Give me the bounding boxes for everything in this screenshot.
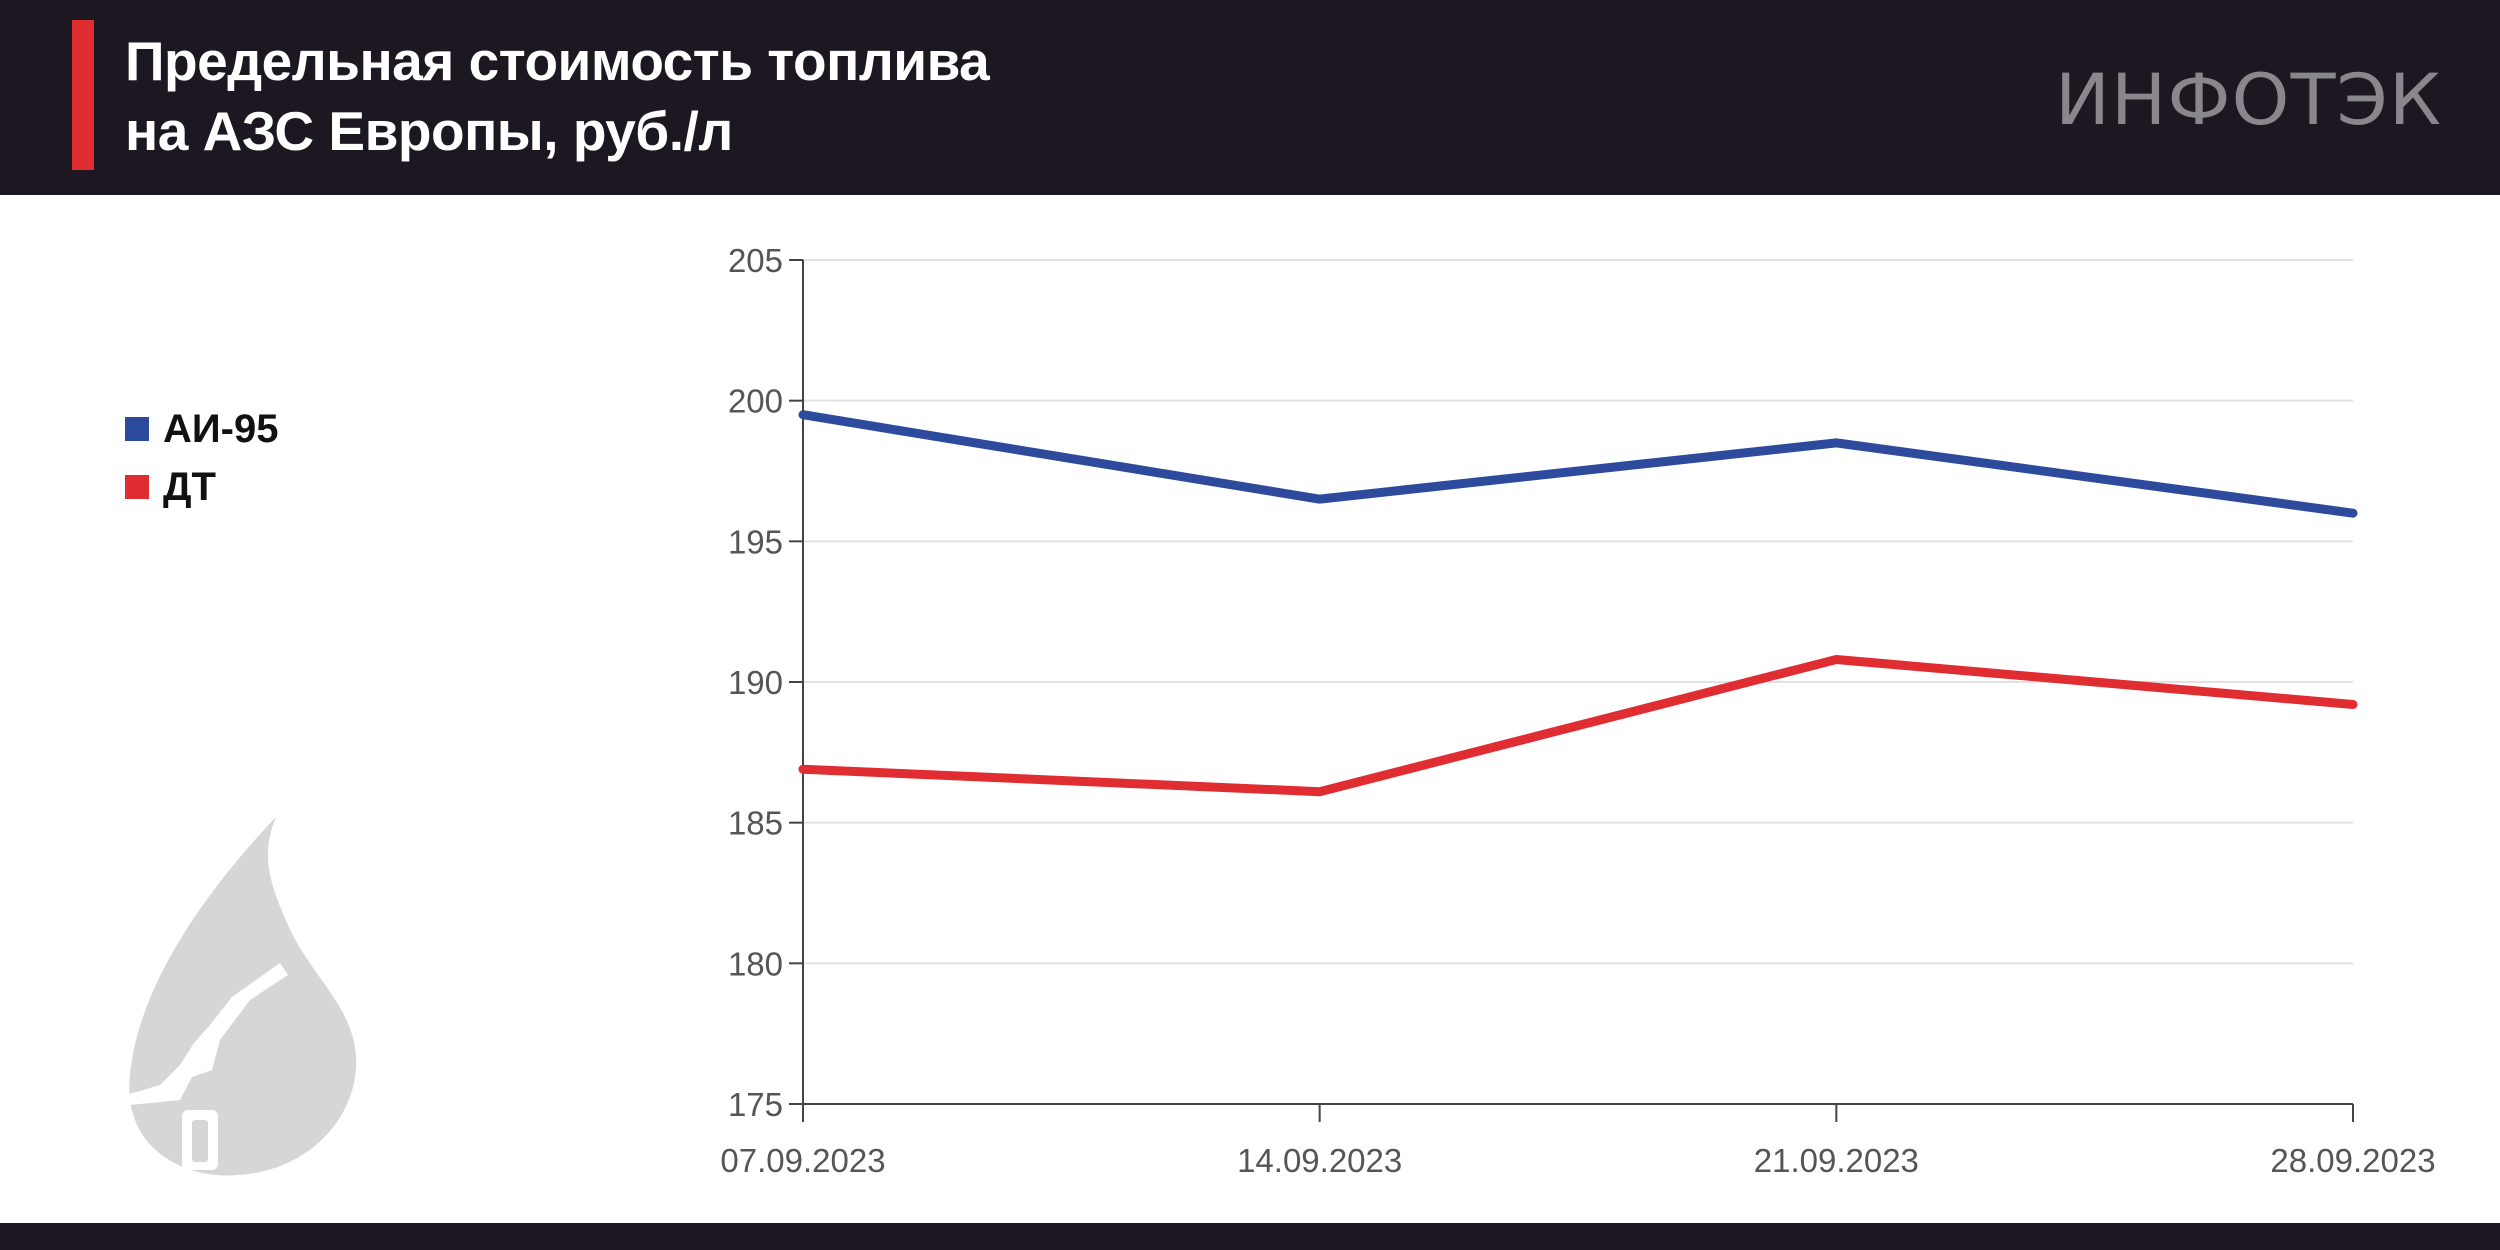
y-tick-label: 205 (728, 242, 783, 279)
title-line-2: на АЗС Европы, руб./л (125, 100, 733, 162)
series-line-ai95 (798, 410, 2358, 518)
x-tick-label: 14.09.2023 (1237, 1142, 1402, 1179)
accent-bar (72, 20, 94, 170)
title-line-1: Предельная стоимость топлива (125, 30, 990, 92)
legend-label-dt: ДТ (163, 464, 216, 509)
brand-logo: ИНФОТЭК (2055, 59, 2443, 141)
chart-legend: АИ-95 ДТ (125, 400, 278, 516)
line-chart: 175 180 185 190 195 200 205 07.09.2023 14.09.202… (720, 242, 2435, 1179)
x-tick-label: 21.09.2023 (1754, 1142, 1919, 1179)
legend-swatch-ai95 (125, 417, 149, 441)
x-tick-label: 07.09.2023 (720, 1142, 885, 1179)
footer-bar (0, 1223, 2500, 1250)
legend-label-ai95: АИ-95 (163, 406, 279, 451)
page-title: Предельная стоимость топлива на АЗС Евро… (125, 26, 990, 166)
fuel-drop-nozzle-icon (120, 815, 370, 1190)
y-tick-label: 185 (728, 805, 783, 842)
y-tick-label: 195 (728, 523, 783, 560)
x-tick-label: 28.09.2023 (2270, 1142, 2435, 1179)
legend-item-ai95: АИ-95 (125, 400, 278, 458)
legend-item-dt: ДТ (125, 458, 278, 516)
y-tick-label: 175 (728, 1086, 783, 1123)
legend-swatch-dt (125, 475, 149, 499)
series-line-dt (798, 654, 2358, 797)
y-tick-label: 180 (728, 945, 783, 982)
y-tick-label: 200 (728, 383, 783, 420)
y-tick-label: 190 (728, 664, 783, 701)
header-bar: Предельная стоимость топлива на АЗС Евро… (0, 0, 2500, 195)
